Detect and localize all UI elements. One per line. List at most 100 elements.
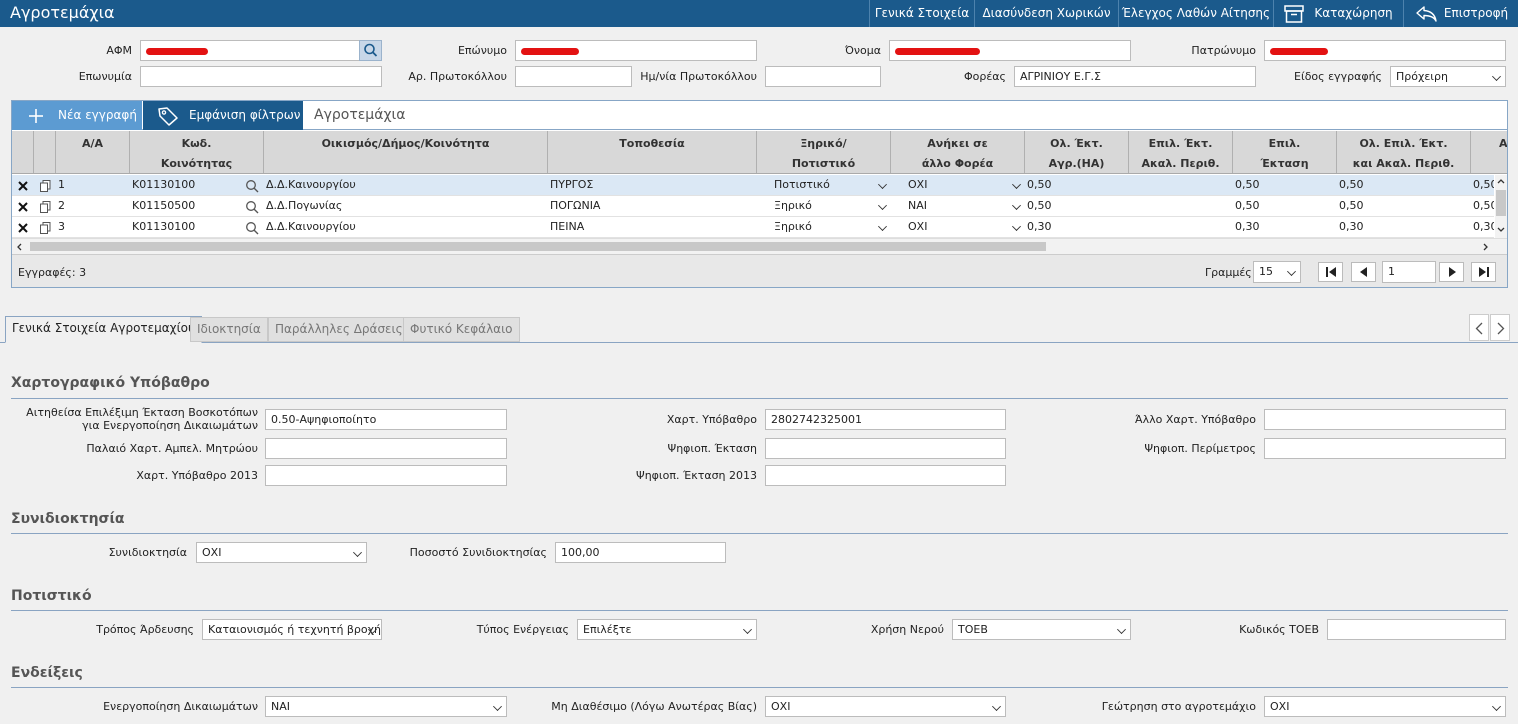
col-copy xyxy=(34,131,56,173)
water-use-select[interactable]: ΤΟΕΒ xyxy=(952,619,1131,640)
copy-icon[interactable] xyxy=(40,180,51,192)
first-page-button[interactable] xyxy=(1318,262,1343,282)
delete-icon[interactable] xyxy=(18,223,28,233)
chevron-right-icon[interactable] xyxy=(1483,243,1489,251)
old-vine-map-label: Παλαιό Χαρτ. Αμπελ. Μητρώου xyxy=(86,442,258,455)
father-name-input[interactable] xyxy=(1264,40,1506,61)
next-page-button[interactable] xyxy=(1439,262,1464,282)
delete-icon[interactable] xyxy=(18,181,28,191)
chevron-down-icon xyxy=(1012,222,1021,231)
location-name: ΠΟΓΩΝΙΑ xyxy=(550,199,601,212)
agency-input[interactable]: ΑΓΡΙΝΙΟΥ Ε.Γ.Σ xyxy=(1014,66,1256,87)
vertical-scrollbar[interactable] xyxy=(1495,175,1507,238)
copy-icon[interactable] xyxy=(40,222,51,234)
rows-per-page-select[interactable]: 15 xyxy=(1253,261,1301,283)
new-record-button[interactable]: Νέα εγγραφή xyxy=(12,101,142,130)
save-button[interactable]: Καταχώρηση xyxy=(1273,0,1403,27)
map-base-input[interactable]: 2802742325001 xyxy=(765,409,1006,430)
protocol-input[interactable] xyxy=(515,66,632,87)
borehole-select[interactable]: ΟΧΙ xyxy=(1264,696,1506,717)
column-header[interactable]: Α xyxy=(1471,131,1507,173)
surname-input[interactable] xyxy=(515,40,757,61)
table-row[interactable]: 3 Κ01130100 Δ.Δ.Καινουργίου ΠΕΙΝΑ Ξηρικό… xyxy=(12,217,1494,238)
column-header[interactable]: Τοποθεσία xyxy=(548,131,757,173)
other-agency-select[interactable]: ΟΧΙ xyxy=(900,217,1025,237)
toeb-code-input[interactable] xyxy=(1327,619,1506,640)
column-header[interactable]: Επιλ. Έκτ. Ακαλ. Περιθ. xyxy=(1129,131,1233,173)
search-icon[interactable] xyxy=(245,200,259,214)
registration-type-select[interactable]: Πρόχειρη xyxy=(1390,66,1506,87)
irrigation-select[interactable]: Ποτιστικό xyxy=(766,175,891,195)
company-input[interactable] xyxy=(140,66,382,87)
registration-type-label: Είδος εγγραφής xyxy=(1294,70,1382,83)
coownership-select[interactable]: ΟΧΙ xyxy=(196,542,367,563)
previous-page-icon xyxy=(1360,267,1367,277)
digital-area-input[interactable] xyxy=(765,438,1006,459)
afm-input[interactable] xyxy=(140,40,360,61)
nav-general-button[interactable]: Γενικά Στοιχεία xyxy=(869,0,974,27)
name-input[interactable] xyxy=(889,40,1131,61)
requested-area-label: Αιτηθείσα Επιλέξιμη Έκταση Βοσκοτόπων γι… xyxy=(26,406,258,432)
other-map-input[interactable] xyxy=(1264,409,1506,430)
table-row[interactable]: 1 Κ01130100 Δ.Δ.Καινουργίου ΠΥΡΓΟΣ Ποτισ… xyxy=(12,175,1494,196)
delete-icon[interactable] xyxy=(18,202,28,212)
other-agency-select[interactable]: ΟΧΙ xyxy=(900,175,1025,195)
horizontal-scroll-thumb[interactable] xyxy=(30,242,1046,251)
app-title: Αγροτεμάχια xyxy=(10,3,115,22)
page-number-input[interactable]: 1 xyxy=(1382,261,1436,283)
irrigation-select[interactable]: Ξηρικό xyxy=(766,196,891,216)
column-header[interactable]: Επιλ. Έκταση xyxy=(1233,131,1337,173)
column-header[interactable]: Ξηρικό/Ποτιστικό xyxy=(757,131,891,173)
irrigation-method-select[interactable]: Καταιονισμός ή τεχνητή βροχή xyxy=(202,619,382,640)
chevron-down-icon[interactable] xyxy=(1497,227,1505,233)
parcels-grid: Νέα εγγραφή Εμφάνιση φίλτρων Αγροτεμάχια… xyxy=(11,100,1508,288)
selected-area: 0,50 xyxy=(1235,178,1260,191)
afm-label: ΑΦΜ xyxy=(106,44,132,57)
new-record-label: Νέα εγγραφή xyxy=(58,108,137,122)
back-button[interactable]: Επιστροφή xyxy=(1403,0,1518,27)
tag-icon xyxy=(158,107,178,126)
column-header[interactable]: Ολ. Επιλ. Έκτ. και Ακαλ. Περιθ. xyxy=(1337,131,1471,173)
rows-per-page-label: Γραμμές: xyxy=(1205,266,1256,279)
tab-ownership[interactable]: Ιδιοκτησία xyxy=(190,317,268,342)
nav-error-check-button[interactable]: Έλεγχος Λαθών Αίτησης xyxy=(1118,0,1273,27)
irrigation-select[interactable]: Ξηρικό xyxy=(766,217,891,237)
chevron-up-icon[interactable] xyxy=(1497,178,1505,184)
force-majeure-select[interactable]: ΟΧΙ xyxy=(765,696,1006,717)
map-2013-input[interactable] xyxy=(265,465,507,486)
horizontal-scrollbar[interactable] xyxy=(12,238,1507,254)
column-header[interactable]: Ανήκει σε άλλο Φορέα xyxy=(891,131,1025,173)
other-agency-select[interactable]: ΝΑΙ xyxy=(900,196,1025,216)
coownership-percent-input[interactable]: 100,00 xyxy=(555,542,726,563)
tabs-scroll-right-button[interactable] xyxy=(1490,314,1510,341)
search-icon[interactable] xyxy=(245,221,259,235)
column-header[interactable]: Ολ. Έκτ. Αγρ.(ΗΑ) xyxy=(1025,131,1129,173)
show-filters-button[interactable]: Εμφάνιση φίλτρων xyxy=(143,101,303,130)
column-header[interactable]: Οικισμός/Δήμος/Κοινότητα xyxy=(264,131,548,173)
nav-spatial-link-button[interactable]: Διασύνδεση Χωρικών xyxy=(974,0,1118,27)
tab-plant-capital[interactable]: Φυτικό Κεφάλαιο xyxy=(403,317,520,342)
search-icon[interactable] xyxy=(245,179,259,193)
last-page-button[interactable] xyxy=(1471,262,1496,282)
previous-page-button[interactable] xyxy=(1351,262,1376,282)
column-header[interactable]: Κωδ. Κοινότητας xyxy=(130,131,264,173)
requested-area-input[interactable]: 0.50-Αψηφιοποίητο xyxy=(265,409,507,430)
chevron-left-icon[interactable] xyxy=(16,243,22,251)
tabs-scroll-left-button[interactable] xyxy=(1469,314,1489,341)
chevron-down-icon xyxy=(878,180,887,189)
digital-perimeter-input[interactable] xyxy=(1264,438,1506,459)
copy-icon[interactable] xyxy=(40,201,51,213)
rights-activation-select[interactable]: ΝΑΙ xyxy=(265,696,507,717)
tab-parallel-actions[interactable]: Παράλληλες Δράσεις xyxy=(268,317,410,342)
tab-general-parcel-info[interactable]: Γενικά Στοιχεία Αγροτεμαχίου xyxy=(5,316,202,343)
afm-search-button[interactable] xyxy=(359,40,382,61)
row-number: 3 xyxy=(58,220,65,233)
energy-type-select[interactable]: Επιλέξτε xyxy=(577,619,757,640)
old-vine-map-input[interactable] xyxy=(265,438,507,459)
digital-area-2013-input[interactable] xyxy=(765,465,1006,486)
vertical-scroll-thumb[interactable] xyxy=(1496,190,1506,216)
protocol-date-input[interactable] xyxy=(765,66,881,87)
column-header[interactable]: Α/Α xyxy=(56,131,130,173)
table-row[interactable]: 2 Κ01150500 Δ.Δ.Πογωνίας ΠΟΓΩΝΙΑ Ξηρικό … xyxy=(12,196,1494,217)
community-code: Κ01130100 xyxy=(132,178,196,191)
